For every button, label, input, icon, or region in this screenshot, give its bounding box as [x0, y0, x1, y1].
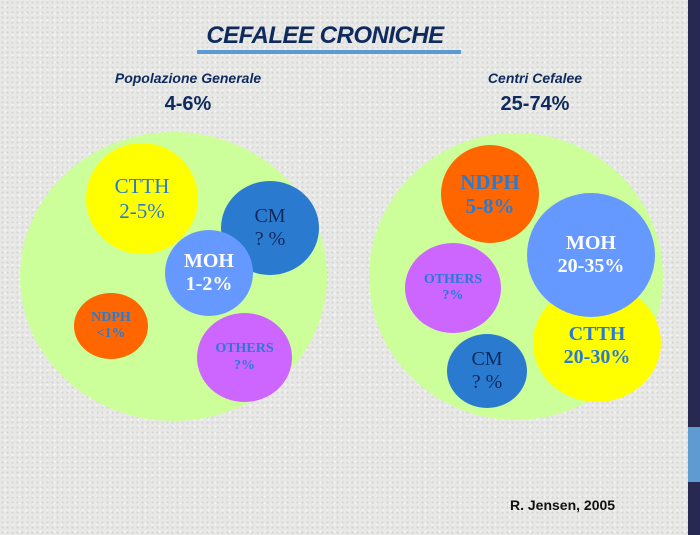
- label: CTTH: [568, 323, 626, 345]
- label: OTHERS: [423, 271, 483, 287]
- slide-title: CEFALEE CRONICHE: [206, 22, 444, 49]
- side-accent-block: [688, 427, 700, 482]
- right-range: 25-74%: [500, 93, 570, 115]
- title-underline: [197, 50, 461, 54]
- label: CM: [254, 205, 286, 227]
- value: 20-35%: [557, 255, 625, 277]
- label: NDPH: [91, 309, 131, 325]
- value: 5-8%: [465, 194, 515, 218]
- right-cm-circle: CM? %: [447, 334, 527, 408]
- left-ctth-circle: CTTH 2-5%: [86, 143, 198, 254]
- right-others-circle: OTHERS?%: [405, 243, 501, 333]
- left-others-circle: OTHERS?%: [197, 313, 292, 402]
- label: MOH: [566, 232, 616, 254]
- value: 20-30%: [563, 346, 631, 368]
- label: MOH: [184, 250, 234, 272]
- right-heading: Centri Cefalee: [487, 70, 583, 86]
- value: ? %: [471, 371, 503, 393]
- right-ndph-circle: NDPH 5-8%: [441, 145, 539, 243]
- label: OTHERS: [215, 341, 274, 357]
- value: ?%: [442, 288, 464, 303]
- left-moh-circle: MOH 1-2%: [165, 230, 253, 316]
- left-heading: Popolazione Generale: [114, 70, 262, 86]
- left-range: 4-6%: [164, 93, 212, 115]
- value: 2-5%: [119, 198, 165, 223]
- value: <1%: [96, 326, 126, 341]
- value: ? %: [254, 228, 286, 250]
- source-credit: R. Jensen, 2005: [510, 497, 616, 513]
- value: 1-2%: [185, 273, 233, 295]
- label: CTTH: [114, 174, 170, 199]
- right-moh-circle: MOH 20-35%: [527, 193, 655, 317]
- label: CM: [471, 348, 503, 370]
- left-ndph-circle: NDPH <1%: [74, 293, 148, 359]
- label: NDPH: [460, 169, 520, 194]
- value: ?%: [234, 357, 255, 373]
- slide-side-bar: [688, 0, 700, 535]
